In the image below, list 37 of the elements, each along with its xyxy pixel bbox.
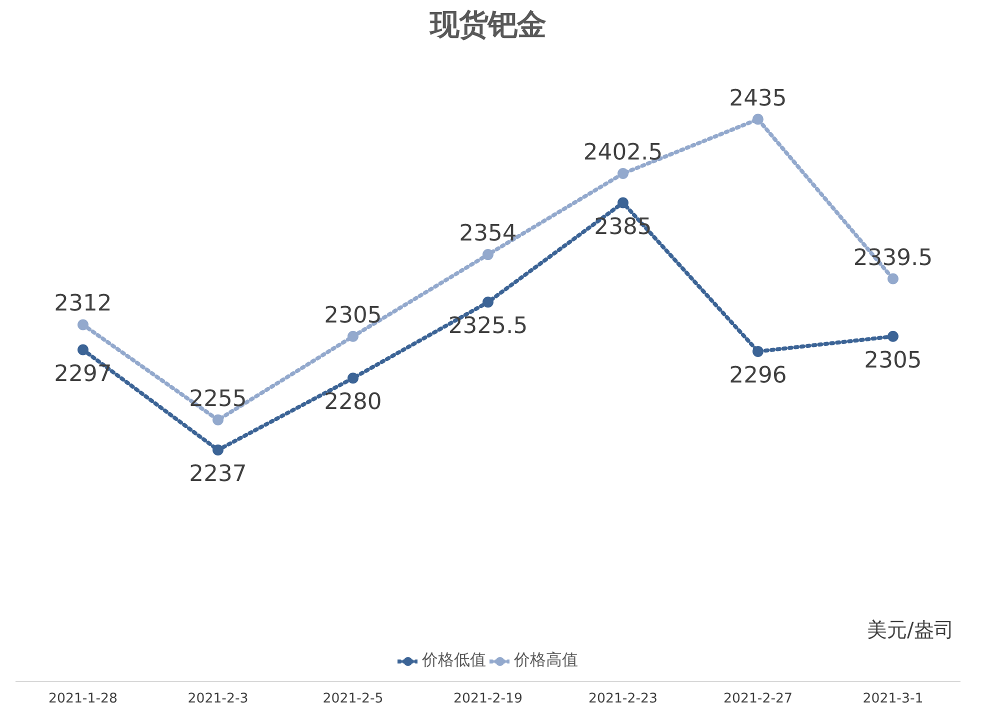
point: [78, 319, 88, 330]
point: [618, 197, 628, 208]
data-label: 2402.5: [583, 140, 663, 166]
data-label: 2305: [324, 302, 382, 328]
legend-label: 价格高值: [514, 650, 578, 671]
point: [752, 114, 764, 125]
legend-label: 价格低值: [422, 650, 486, 671]
data-label: 2255: [189, 386, 247, 412]
data-label: 2312: [54, 290, 112, 317]
point: [78, 344, 88, 356]
data-label: 2354: [459, 220, 517, 247]
text: 美元/盎司: [867, 618, 954, 642]
point: [482, 296, 494, 308]
x-tick-label: 2021-1-28: [48, 692, 118, 706]
point: [348, 330, 358, 342]
data-label: 2296: [729, 362, 787, 388]
x-tick-label: 2021-2-27: [724, 692, 792, 706]
point: [212, 444, 224, 456]
data-label: 2237: [189, 460, 247, 487]
data-label: 2280: [324, 389, 382, 416]
data-label: 2297: [54, 360, 112, 387]
point: [888, 330, 898, 342]
chart-title: 现货钯金: [429, 8, 546, 42]
x-tick-label: 2021-2-3: [188, 692, 248, 706]
x-tick-label: 2021-2-5: [322, 692, 384, 706]
point: [752, 346, 764, 357]
x-tick-label: 2021-2-19: [454, 692, 522, 706]
point: [482, 249, 494, 260]
data-label: 2435: [729, 85, 787, 112]
point: [212, 414, 224, 426]
point: [888, 273, 898, 284]
x-tick-label: 2021-2-23: [588, 692, 658, 706]
data-label: 2305: [864, 347, 922, 374]
point: [348, 372, 358, 384]
point: [618, 168, 628, 180]
x-tick-label: 2021-3-1: [862, 692, 924, 706]
data-label: 2325.5: [448, 313, 528, 340]
